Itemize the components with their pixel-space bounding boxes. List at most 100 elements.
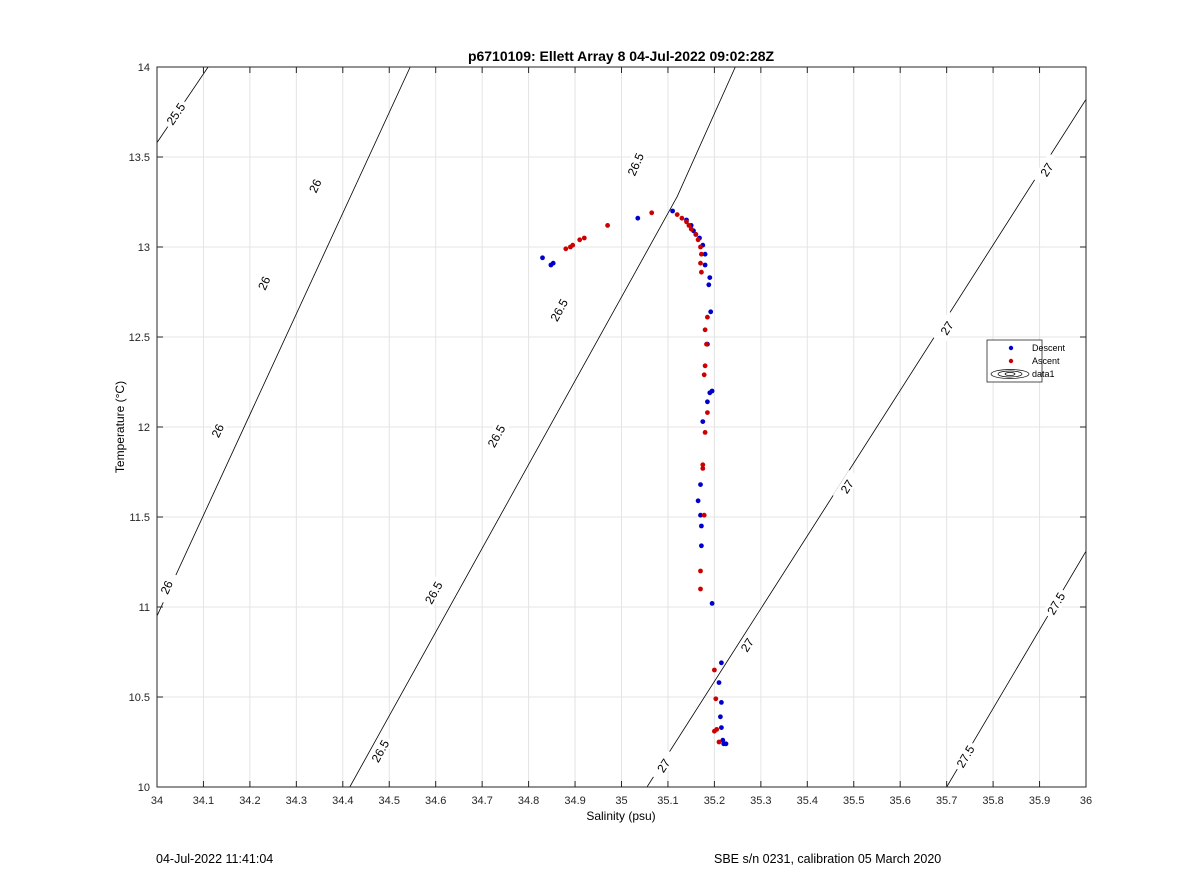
legend-contour-icon	[990, 369, 1030, 379]
descent-point	[550, 260, 556, 266]
ascent-point	[701, 512, 707, 518]
descent-point	[708, 309, 714, 315]
chart-title: p6710109: Ellett Array 8 04-Jul-2022 09:…	[468, 48, 775, 64]
ascent-point	[713, 696, 719, 702]
contour-label-bg	[482, 419, 510, 453]
x-tick-label: 35.7	[936, 795, 957, 807]
ascent-point	[700, 466, 706, 471]
contour-label-bg	[951, 739, 979, 773]
contour-label: 27	[649, 748, 678, 782]
descent-point	[719, 725, 724, 730]
contour-label-bg	[1032, 153, 1061, 187]
x-axis-label: Salinity (psu)	[586, 809, 655, 823]
ascent-point	[674, 212, 680, 218]
descent-point	[716, 680, 722, 685]
contour-label: 26	[204, 414, 231, 448]
ascent-point	[700, 462, 706, 468]
contour-label-bg	[153, 570, 179, 604]
y-tick-label: 10	[138, 782, 150, 794]
y-tick-label: 12.5	[129, 332, 150, 344]
data-points	[540, 208, 729, 747]
ascent-point	[679, 215, 685, 221]
ascent-point	[698, 586, 703, 592]
x-tick-label: 35.6	[889, 795, 910, 807]
legend-data1-label: data1	[1032, 369, 1055, 379]
ascent-point	[698, 568, 703, 574]
x-tick-label: 35.2	[704, 795, 725, 807]
descent-point	[723, 741, 729, 747]
contour-label-text: 26	[209, 422, 227, 440]
descent-point	[707, 390, 713, 396]
contour-label-bg	[420, 576, 447, 610]
ascent-point	[702, 363, 708, 369]
ascent-point	[716, 739, 722, 745]
x-tick-label: 35.3	[750, 795, 771, 807]
x-tick-label: 35	[615, 795, 627, 807]
x-tick-label: 35.1	[657, 795, 678, 807]
descent-point	[698, 512, 703, 518]
y-axis-ticks: 10 10.5 11 11.5 12 12.5 13 13.5 14	[129, 62, 1086, 794]
contour-label-bg	[732, 628, 761, 662]
legend-descent-label: Descent	[1032, 343, 1066, 353]
contour-label: 26	[251, 266, 277, 300]
ascent-point	[688, 226, 694, 232]
x-tick-label: 36	[1080, 795, 1092, 807]
ascent-point	[649, 210, 655, 216]
descent-point	[709, 601, 715, 606]
ascent-point	[581, 235, 587, 241]
x-tick-label: 34.9	[564, 795, 585, 807]
y-tick-label: 13.5	[129, 152, 150, 164]
contour-label: 27	[832, 469, 861, 503]
descent-point	[699, 523, 704, 529]
density-contours	[157, 67, 1086, 787]
contour-label: 27	[1032, 153, 1061, 187]
descent-point	[698, 482, 703, 487]
legend-descent-marker	[1008, 345, 1014, 351]
contour-label-text: 26	[306, 177, 324, 195]
ascent-point	[702, 430, 708, 435]
footer-calibration: SBE s/n 0231, calibration 05 March 2020	[714, 852, 942, 866]
x-tick-label: 35.9	[1029, 795, 1050, 807]
descent-point	[700, 419, 706, 424]
contour-label-bg	[1042, 586, 1070, 620]
descent-point	[702, 262, 708, 268]
ascent-point	[702, 327, 708, 333]
descent-point	[702, 251, 708, 257]
ascent-point	[699, 251, 704, 257]
descent-point	[718, 714, 723, 720]
x-tick-label: 35.8	[982, 795, 1003, 807]
contour-label: 27	[732, 628, 761, 662]
contour-label: 26	[302, 169, 328, 203]
ascent-point	[705, 410, 710, 415]
x-tick-label: 34.2	[239, 795, 260, 807]
x-tick-label: 34.1	[193, 795, 214, 807]
ascent-point	[705, 314, 710, 320]
x-tick-label: 34.8	[518, 795, 539, 807]
contour-label-bg	[932, 311, 961, 345]
descent-point	[706, 282, 712, 288]
contour-label-bg	[366, 734, 394, 768]
contour-line-26-5	[349, 67, 736, 787]
contour-label: 26	[153, 570, 179, 604]
contour-label: 27	[932, 311, 961, 345]
descent-point	[635, 215, 641, 221]
ascent-point	[570, 242, 576, 248]
contour-label-bg	[161, 97, 190, 131]
contour-label-bg	[649, 748, 678, 782]
y-tick-label: 12	[138, 422, 150, 434]
descent-point	[719, 660, 724, 666]
ascent-point	[686, 223, 692, 228]
x-tick-label: 34.4	[332, 795, 353, 807]
y-tick-label: 11	[139, 602, 150, 614]
contour-label-bg	[251, 266, 277, 300]
legend[interactable]: Descent Ascent data1	[986, 339, 1066, 383]
descent-point	[720, 737, 726, 743]
ascent-point	[563, 246, 569, 252]
y-axis-label: Temperature (°C)	[113, 381, 127, 473]
x-tick-label: 34.5	[379, 795, 400, 807]
contour-label-bg	[204, 414, 231, 448]
legend-ascent-marker	[1008, 358, 1014, 364]
ascent-point	[699, 269, 704, 275]
ascent-point	[712, 667, 717, 673]
